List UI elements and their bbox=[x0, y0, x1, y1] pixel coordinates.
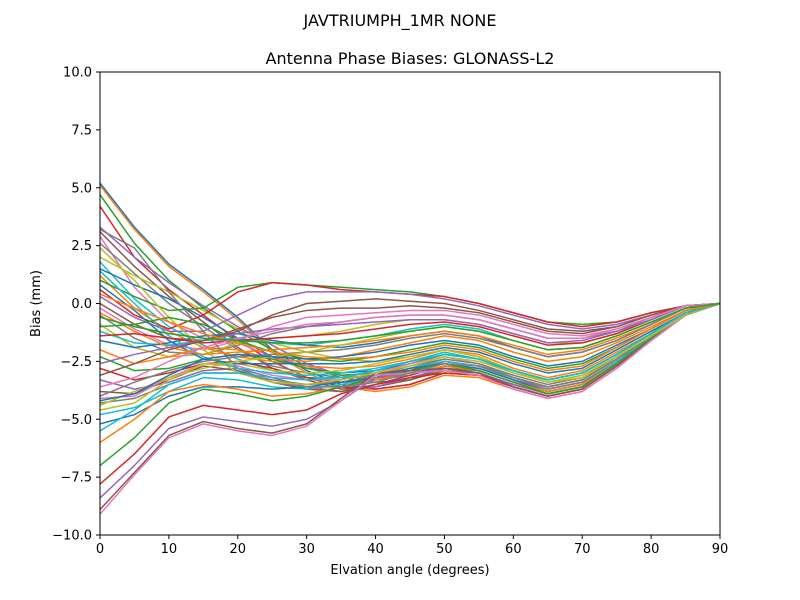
series-line-48 bbox=[100, 302, 720, 397]
x-tick-label: 70 bbox=[574, 542, 591, 557]
series-line-38 bbox=[100, 228, 720, 388]
series-line-42 bbox=[100, 302, 720, 356]
y-tick-label: 10.0 bbox=[63, 66, 92, 81]
x-tick-label: 30 bbox=[298, 542, 315, 557]
y-axis: −10.0 −7.5 −5.0 −2.5 0.0 2.5 5.0 7.5 10.0 bbox=[52, 66, 100, 544]
y-tick-label: 5.0 bbox=[71, 181, 92, 196]
series-layer bbox=[100, 182, 720, 515]
series-line-39 bbox=[100, 247, 720, 386]
y-tick-label: 2.5 bbox=[71, 239, 92, 254]
x-tick-label: 50 bbox=[436, 542, 453, 557]
y-tick-label: 0.0 bbox=[71, 297, 92, 312]
chart-title: Antenna Phase Biases: GLONASS-L2 bbox=[266, 49, 555, 68]
series-line-52 bbox=[100, 293, 720, 372]
x-tick-label: 20 bbox=[230, 542, 247, 557]
series-line-53 bbox=[100, 302, 720, 351]
x-tick-label: 90 bbox=[712, 542, 729, 557]
x-tick-label: 40 bbox=[367, 542, 384, 557]
y-tick-label: −10.0 bbox=[52, 529, 92, 544]
x-tick-label: 10 bbox=[161, 542, 178, 557]
series-line-46 bbox=[100, 298, 720, 376]
x-axis: 0 10 20 30 40 50 60 70 80 90 bbox=[96, 535, 728, 557]
y-tick-label: −5.0 bbox=[60, 413, 92, 428]
series-line-44 bbox=[100, 302, 720, 346]
series-line-51 bbox=[100, 302, 720, 402]
series-line-50 bbox=[100, 302, 720, 432]
y-tick-label: −2.5 bbox=[60, 355, 92, 370]
series-line-47 bbox=[100, 302, 720, 388]
y-axis-label: Bias (mm) bbox=[29, 270, 44, 337]
x-tick-label: 60 bbox=[505, 542, 522, 557]
x-tick-label: 0 bbox=[96, 542, 104, 557]
figure-suptitle: JAVTRIUMPH_1MR NONE bbox=[303, 11, 497, 31]
series-line-36 bbox=[100, 302, 720, 511]
x-tick-label: 80 bbox=[643, 542, 660, 557]
y-tick-label: 7.5 bbox=[71, 123, 92, 138]
x-axis-label: Elvation angle (degrees) bbox=[330, 563, 489, 578]
y-tick-label: −7.5 bbox=[60, 471, 92, 486]
